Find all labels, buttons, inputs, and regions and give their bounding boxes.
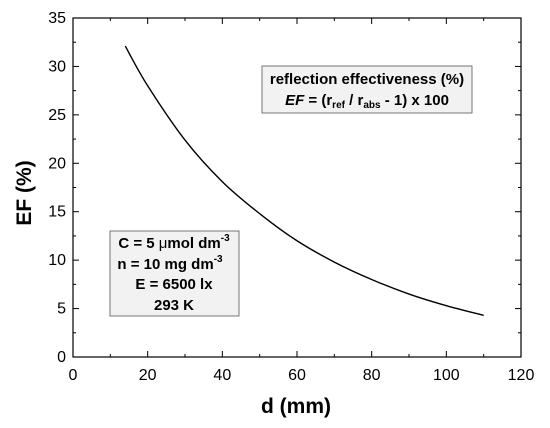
conditions-c-prefix: C = 5 (118, 235, 158, 252)
conditions-c-exp: -3 (221, 233, 230, 244)
conditions-c-unit: mol dm (167, 235, 220, 252)
formula-eq-open: = (r (304, 92, 332, 109)
x-tick-label: 80 (363, 367, 381, 384)
formula-box-title: reflection effectiveness (%) (270, 71, 464, 88)
x-tick-label: 40 (213, 367, 231, 384)
x-tick-label: 60 (288, 367, 306, 384)
y-axis-title: EF (%) (13, 160, 36, 225)
conditions-n-exp: -3 (214, 254, 223, 265)
y-tick-label: 35 (48, 10, 66, 27)
conditions-c-mu: μ (159, 235, 168, 252)
x-tick-label: 100 (433, 367, 460, 384)
y-axis-ticks: 0 5 10 15 20 25 30 35 (48, 10, 521, 366)
x-axis-title: d (mm) (261, 395, 331, 418)
conditions-dose: n = 10 mg dm-3 (117, 254, 223, 273)
conditions-illuminance: E = 6500 lx (135, 276, 213, 293)
y-tick-label: 25 (48, 107, 66, 124)
formula-box-equation: EF = (rref / rabs - 1) x 100 (285, 92, 449, 111)
conditions-annotation-box: C = 5 μmol dm-3 n = 10 mg dm-3 E = 6500 … (109, 230, 240, 317)
y-tick-label: 0 (57, 349, 66, 366)
formula-sub-ref: ref (332, 100, 345, 111)
formula-ef-symbol: EF (285, 92, 305, 109)
y-tick-label: 5 (57, 301, 66, 318)
conditions-n-text: n = 10 mg dm (117, 256, 213, 273)
x-tick-label: 0 (69, 367, 78, 384)
formula-tail: - 1) x 100 (381, 92, 449, 109)
formula-slash: / r (345, 92, 364, 109)
formula-sub-abs: abs (363, 100, 381, 111)
x-tick-label: 20 (139, 367, 157, 384)
conditions-box-background (109, 230, 240, 317)
series-line (124, 45, 484, 317)
y-tick-label: 10 (48, 252, 66, 269)
x-tick-label: 120 (508, 367, 535, 384)
formula-annotation-box: reflection effectiveness (%) EF = (rref … (261, 65, 473, 114)
series-group (124, 45, 484, 317)
conditions-temperature: 293 K (154, 297, 194, 314)
y-tick-label: 15 (48, 204, 66, 221)
formula-box-background (261, 65, 473, 114)
conditions-concentration: C = 5 μmol dm-3 (118, 233, 230, 252)
y-tick-label: 20 (48, 155, 66, 172)
y-tick-label: 30 (48, 58, 66, 75)
x-axis-ticks: 0 20 40 60 80 100 120 (69, 18, 535, 384)
